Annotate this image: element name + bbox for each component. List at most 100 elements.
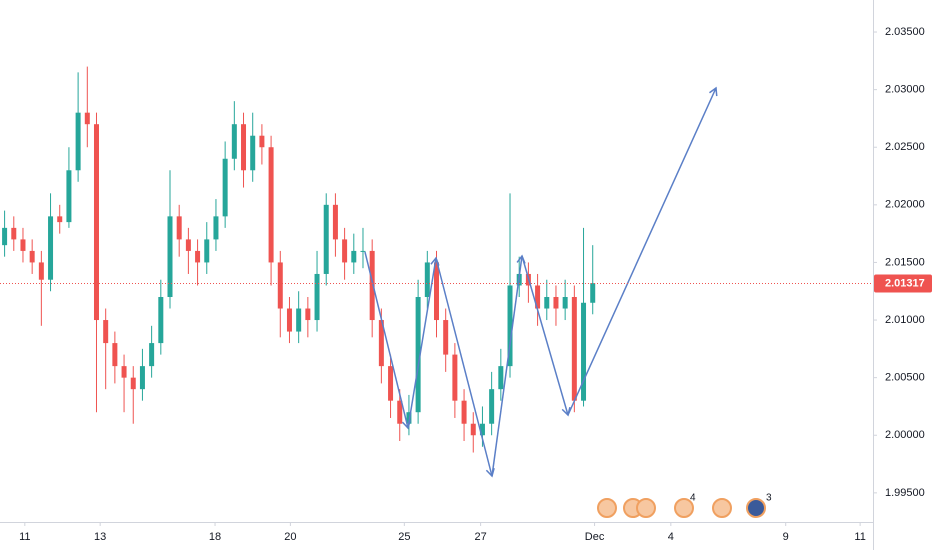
candle-body — [149, 343, 155, 367]
candles — [2, 66, 596, 453]
candle-body — [250, 135, 256, 171]
x-tick-label: Dec — [585, 531, 605, 543]
candle-body — [2, 227, 8, 246]
candle-body — [378, 320, 384, 367]
y-tick-label: 2.01500 — [885, 256, 925, 268]
candle-body — [48, 216, 54, 280]
candle-body — [415, 297, 421, 413]
candle-body — [75, 112, 81, 171]
candle-body — [241, 124, 247, 171]
candle-body — [452, 354, 458, 401]
candle-body — [351, 250, 357, 263]
candle-body — [590, 283, 596, 303]
arrow — [435, 257, 495, 478]
candle-body — [176, 216, 182, 240]
candle-body — [388, 366, 394, 401]
y-tick-label: 2.03000 — [885, 84, 925, 96]
candle-body — [443, 320, 449, 355]
candle-body — [314, 273, 320, 321]
candle-body — [434, 262, 439, 321]
event-icon[interactable] — [636, 498, 656, 518]
candle-body — [397, 400, 403, 424]
candle-body — [544, 297, 550, 309]
candle-body — [461, 400, 467, 424]
candle-body — [29, 250, 35, 263]
candle-body — [57, 216, 63, 223]
x-tick-label: 25 — [398, 531, 410, 543]
arrow — [521, 255, 571, 417]
candle-body — [305, 308, 311, 321]
event-icon[interactable] — [712, 498, 732, 518]
candle-body — [185, 239, 191, 251]
candle-body — [139, 366, 145, 390]
y-tick-label: 1.99500 — [885, 487, 925, 499]
arrow — [567, 86, 718, 416]
candle-body — [213, 216, 219, 240]
y-tick-label: 2.03500 — [885, 26, 925, 38]
x-tick-label: 27 — [474, 531, 486, 543]
candle-body — [332, 204, 338, 240]
candle-body — [369, 250, 375, 321]
y-tick-label: 2.00500 — [885, 372, 925, 384]
candle-body — [11, 227, 17, 240]
x-tick-label: 18 — [209, 531, 221, 543]
arrow — [407, 256, 440, 429]
y-tick-label: 2.02000 — [885, 199, 925, 211]
candle-body — [479, 423, 485, 436]
x-tick-label: 4 — [668, 531, 674, 543]
candle-body — [277, 262, 283, 309]
candle-body — [195, 250, 201, 263]
candle-body — [489, 389, 495, 424]
candle-body — [20, 239, 26, 251]
candle-body — [571, 297, 577, 401]
candle-body — [222, 158, 228, 217]
candle-body — [112, 343, 118, 367]
candle-body — [553, 297, 559, 309]
candle-body — [581, 302, 587, 401]
candle-body — [470, 423, 476, 436]
x-tick-label: 9 — [783, 531, 789, 543]
last-price-label: 2.01317 — [885, 277, 925, 289]
event-icon[interactable] — [746, 498, 766, 518]
event-icon[interactable] — [674, 498, 694, 518]
x-tick-label: 20 — [284, 531, 296, 543]
candle-body — [342, 239, 348, 263]
candle-body — [535, 285, 541, 309]
x-tick-label: 11 — [854, 531, 865, 543]
candle-body — [121, 366, 127, 378]
candle-body — [507, 285, 513, 367]
event-badge: 4 — [690, 493, 696, 504]
candle-body — [103, 320, 109, 344]
candle-body — [204, 239, 210, 263]
candle-body — [66, 170, 72, 223]
arrow — [364, 251, 411, 430]
y-tick-label: 2.01000 — [885, 314, 925, 326]
candle-body — [259, 135, 265, 148]
arrow — [491, 254, 526, 477]
event-icon[interactable] — [597, 498, 617, 518]
candle-body — [84, 112, 90, 125]
candle-body — [323, 204, 329, 274]
candle-body — [268, 147, 274, 263]
candle-body — [296, 308, 302, 332]
candle-body — [167, 216, 173, 298]
event-badge: 3 — [766, 493, 772, 504]
drawing-arrows — [364, 86, 718, 478]
candle-body — [38, 262, 44, 280]
last-price-box — [874, 274, 932, 293]
candle-body — [562, 297, 568, 309]
candle-body — [158, 297, 164, 344]
x-tick-label: 11 — [19, 531, 30, 543]
candle-body — [93, 124, 99, 321]
candle-body — [360, 250, 366, 252]
event-icons: 4 3 — [597, 493, 772, 518]
candle-body — [424, 262, 430, 298]
x-tick-label: 13 — [94, 531, 106, 543]
candle-body — [286, 308, 292, 332]
candle-body — [498, 366, 504, 390]
y-tick-label: 2.00000 — [885, 429, 925, 441]
candle-body — [130, 377, 136, 390]
